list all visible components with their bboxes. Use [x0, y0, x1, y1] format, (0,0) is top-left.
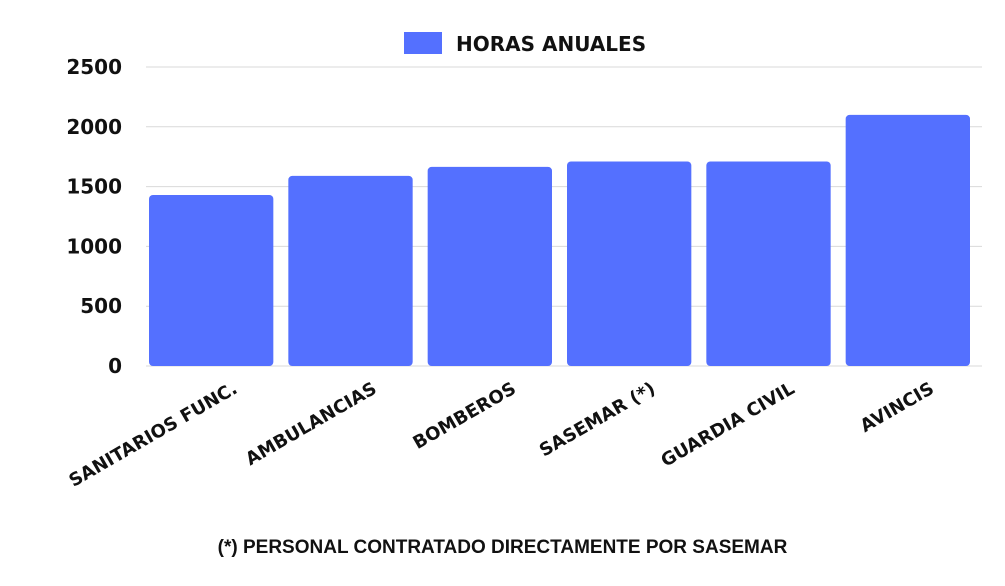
- y-tick-label: 1000: [66, 234, 122, 258]
- bar: [288, 175, 413, 366]
- bar: [706, 161, 831, 366]
- gridlines: [146, 66, 982, 367]
- y-tick-label: 0: [108, 354, 122, 378]
- x-tick-label: GUARDIA CIVIL: [658, 378, 799, 471]
- legend: HORAS ANUALES: [404, 32, 646, 56]
- legend-label: HORAS ANUALES: [456, 32, 646, 56]
- x-tick-label: AMBULANCIAS: [242, 378, 380, 470]
- legend-swatch: [404, 32, 442, 54]
- x-tick-label: BOMBEROS: [410, 378, 520, 454]
- y-tick-label: 1500: [66, 175, 122, 199]
- x-tick-label: AVINCIS: [857, 378, 938, 437]
- bar: [149, 194, 274, 366]
- bars: [149, 114, 970, 366]
- y-tick-label: 2500: [66, 55, 122, 79]
- y-tick-label: 500: [80, 294, 122, 318]
- y-axis: 0 500 1000 1500 2000 2500: [66, 55, 122, 378]
- bar: [845, 114, 970, 366]
- bar: [567, 161, 692, 366]
- x-tick-label: SANITARIOS FUNC.: [65, 378, 241, 491]
- y-tick-label: 2000: [66, 115, 122, 139]
- x-tick-label: SASEMAR (*): [536, 378, 659, 461]
- bar: [427, 166, 552, 366]
- x-axis: SANITARIOS FUNC. AMBULANCIAS BOMBEROS SASEM…: [65, 378, 937, 491]
- footnote: (*) PERSONAL CONTRATADO DIRECTAMENTE POR…: [217, 537, 788, 558]
